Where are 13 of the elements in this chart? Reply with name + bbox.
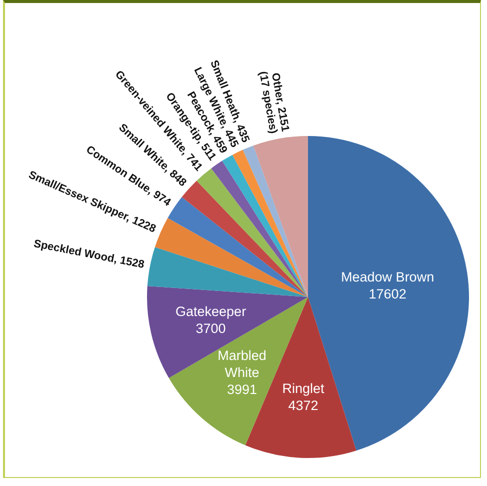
pie-slice	[147, 286, 308, 378]
slice-label: Ringlet	[282, 380, 325, 396]
data-label: 3991	[227, 381, 258, 396]
data-label: 17602	[368, 286, 406, 301]
slice-label: Marbled White	[218, 347, 266, 380]
pie-slice	[253, 136, 308, 297]
pie-slice	[242, 146, 308, 297]
pie-slice	[147, 247, 308, 297]
data-label: 4372	[288, 398, 318, 413]
data-label: 3700	[196, 320, 226, 336]
slice-label: Gatekeeper	[176, 304, 247, 319]
pie-slice	[154, 218, 308, 297]
slice-label: Meadow Brown	[341, 268, 434, 284]
